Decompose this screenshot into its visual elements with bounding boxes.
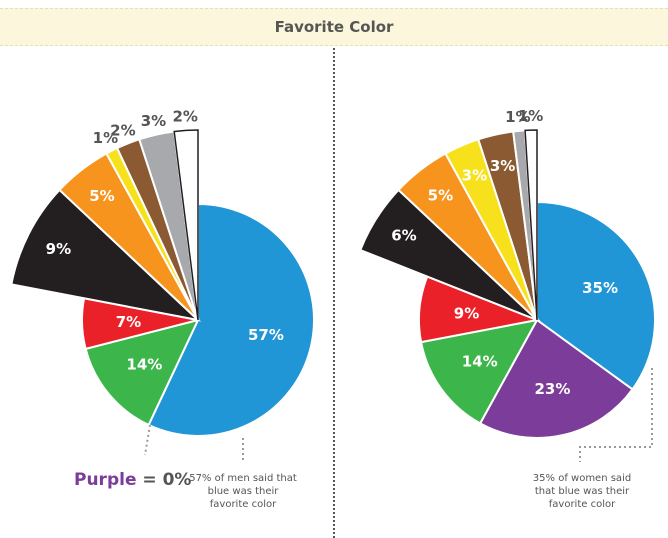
pie0-label-1: 14% — [126, 355, 162, 373]
women-leader-line — [579, 368, 653, 462]
pie0-label-0: 57% — [248, 326, 284, 344]
pie0-label-2: 7% — [116, 313, 141, 331]
purple-label: Purple — [74, 470, 137, 490]
chart-title: Favorite Color — [274, 18, 394, 36]
pie1-label-9: 1% — [518, 107, 543, 125]
pie1-label-5: 5% — [428, 186, 453, 204]
divider — [333, 48, 335, 538]
pie1-label-6: 3% — [462, 166, 487, 184]
pie1-slice-2 — [419, 318, 539, 425]
pie0-slice-3 — [10, 188, 202, 322]
pie1-slice-1 — [478, 318, 634, 439]
pie0-slice-outline-8 — [173, 129, 199, 321]
pie0-slice-0 — [147, 202, 315, 437]
pie1-slice-0 — [536, 200, 656, 391]
pie1-slice-outline-9 — [524, 129, 538, 321]
pie1-label-2: 14% — [462, 353, 498, 371]
pie0-label-4: 5% — [89, 187, 114, 205]
pie0-label-7: 3% — [141, 112, 166, 130]
pie1-label-8: 1% — [505, 108, 530, 126]
purple-leader-line — [144, 424, 151, 456]
purple-value: = 0% — [142, 470, 192, 490]
pie1-label-4: 6% — [391, 227, 416, 245]
pie0-label-3: 9% — [46, 240, 71, 258]
pie1-label-0: 35% — [582, 279, 618, 297]
men-annotation: 57% of men said that blue was their favo… — [189, 473, 297, 510]
pie1-label-3: 9% — [454, 304, 479, 322]
pie0-slice-1 — [84, 318, 200, 427]
pie1-label-7: 3% — [490, 157, 515, 175]
pie1-label-1: 23% — [534, 380, 570, 398]
pie0-label-5: 1% — [93, 129, 118, 147]
purple-note: Purple = 0% — [74, 470, 191, 490]
title-bar — [0, 8, 668, 46]
women-annotation: 35% of women said that blue was their fa… — [532, 473, 632, 510]
pie0-label-6: 2% — [110, 121, 135, 139]
pie0-label-8: 2% — [172, 107, 197, 125]
